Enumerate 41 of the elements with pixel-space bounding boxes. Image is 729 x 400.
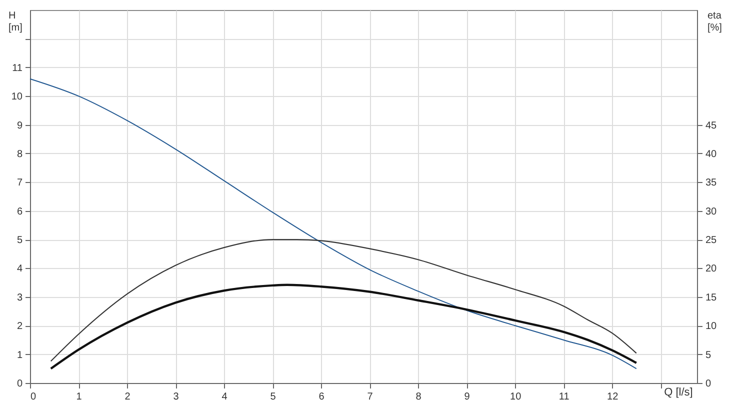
x-tick-label: 10 xyxy=(510,392,522,400)
y2-tick-label: 30 xyxy=(706,206,718,218)
y2-tick-label: 25 xyxy=(706,235,718,246)
y2-tick-label: 10 xyxy=(706,321,718,332)
x-tick-label: 2 xyxy=(124,392,131,400)
y2-tick-label: 5 xyxy=(706,350,712,361)
x-tick-label: 8 xyxy=(416,392,422,400)
y2-tick-label: 20 xyxy=(706,264,718,275)
x-tick-label: 9 xyxy=(464,392,470,400)
y-tick-label: 10 xyxy=(11,92,23,103)
y-tick-label: 3 xyxy=(16,292,23,304)
y2-tick-label: 45 xyxy=(706,120,718,132)
y-tick-label: 7 xyxy=(16,178,23,189)
line-series xyxy=(30,78,637,370)
x-tick-label: 3 xyxy=(173,392,180,400)
x-tick-label: 12 xyxy=(607,392,619,400)
x-tick-label: 6 xyxy=(318,392,325,400)
x-tick-label: 0 xyxy=(30,392,36,400)
y2-tick-label: 35 xyxy=(706,178,718,189)
y-tick-label: 0 xyxy=(16,378,23,390)
x-tick-label: 1 xyxy=(76,392,82,400)
y2-tick-label: 40 xyxy=(706,148,718,160)
x-tick-label: 7 xyxy=(367,392,374,400)
x-axis-title: Q [l/s] xyxy=(664,386,693,398)
y2-tick-label: 0 xyxy=(706,378,712,390)
y-tick-label: 2 xyxy=(16,321,23,332)
y2-axis-title: eta [%] xyxy=(708,10,722,34)
y-tick-label: 5 xyxy=(16,235,23,246)
y-tick-label: 4 xyxy=(16,264,23,275)
y-tick-label: 6 xyxy=(16,206,23,218)
x-tick-label: 11 xyxy=(558,392,570,400)
x-tick-label: 5 xyxy=(270,392,276,400)
line-series xyxy=(50,284,638,370)
y-tick-label: 11 xyxy=(12,62,23,74)
y-tick-label: 8 xyxy=(16,148,23,160)
y-tick-label: 1 xyxy=(16,350,23,361)
line-series xyxy=(50,238,637,362)
y-tick-label: 9 xyxy=(16,120,23,132)
y2-tick-label: 15 xyxy=(706,292,718,304)
y-axis-title: H [m] xyxy=(8,10,23,34)
x-tick-label: 4 xyxy=(222,392,228,400)
